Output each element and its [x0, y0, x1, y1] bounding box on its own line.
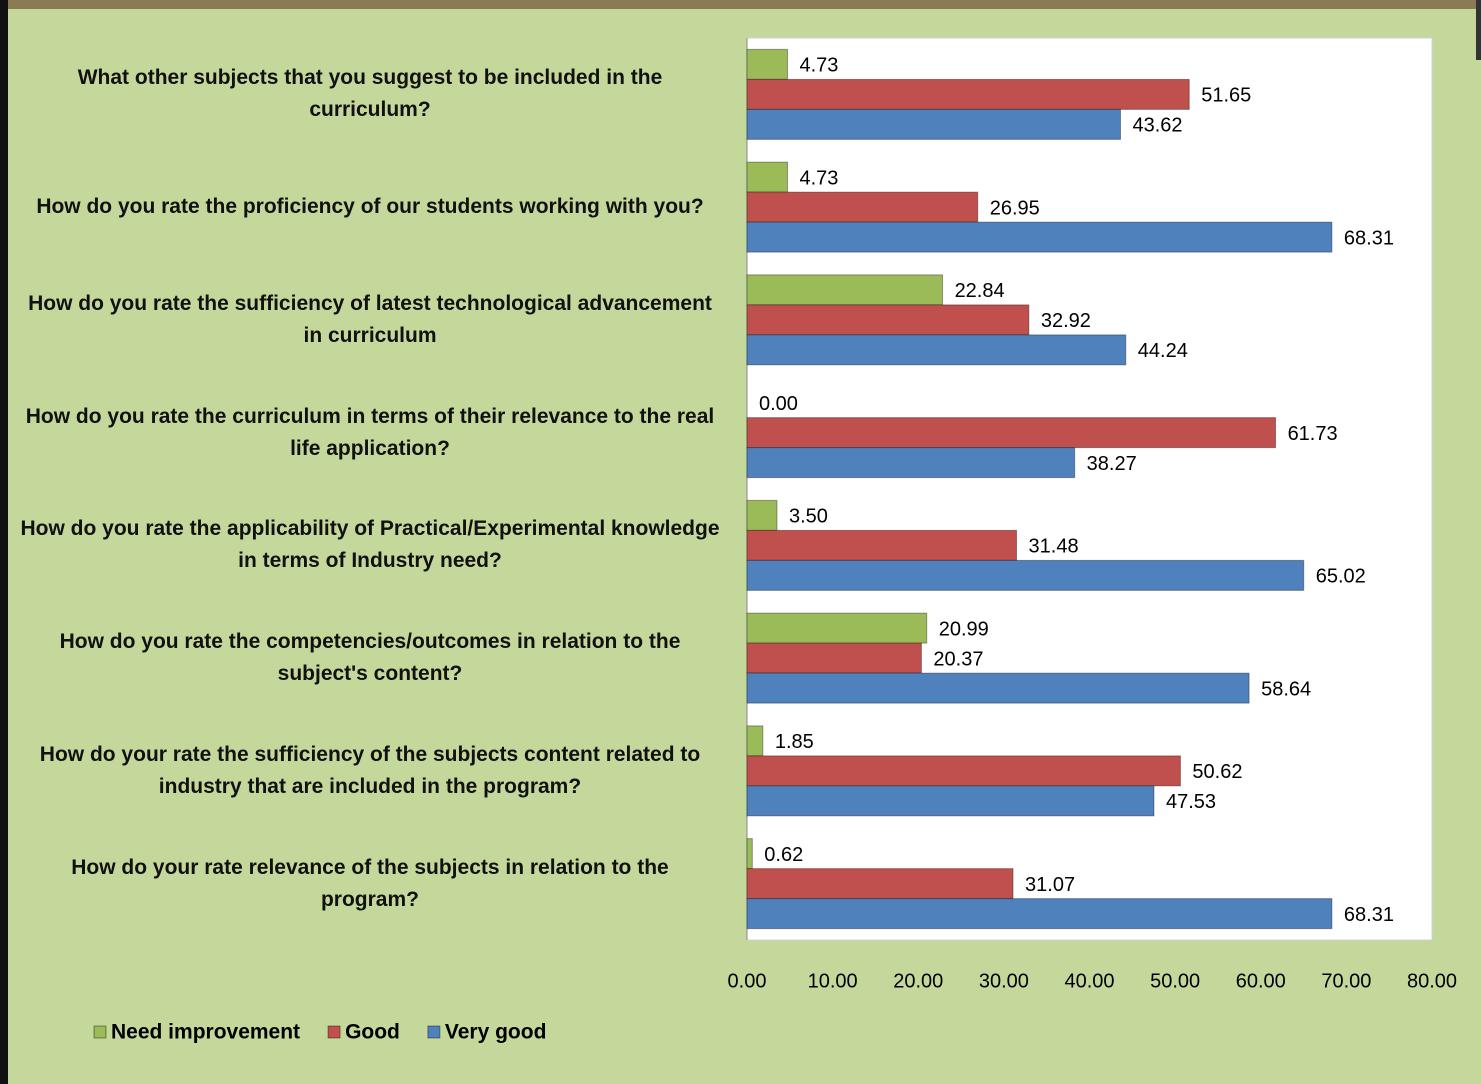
x-tick-label: 80.00 [1407, 970, 1457, 992]
bar [746, 161, 789, 193]
data-label: 68.31 [1344, 904, 1394, 926]
data-label: 50.62 [1192, 761, 1242, 783]
bar [746, 417, 1277, 449]
category-label: How do you rate the competencies/outcome… [59, 630, 681, 686]
data-label: 4.73 [800, 167, 839, 189]
x-tick-label: 60.00 [1236, 970, 1286, 992]
data-label: 26.95 [990, 197, 1040, 219]
category-label: How do you rate the proficiency of our s… [36, 195, 704, 219]
bar [746, 642, 922, 674]
bar [746, 612, 928, 644]
data-label: 47.53 [1166, 791, 1216, 813]
category-label: How do you rate the curriculum in terms … [25, 404, 715, 460]
x-tick-label: 50.00 [1150, 970, 1200, 992]
category-label: What other subjects that you suggest to … [77, 66, 663, 122]
legend-swatch [93, 1025, 107, 1039]
data-label: 44.24 [1138, 340, 1188, 362]
bar [746, 755, 1181, 787]
x-tick-label: 20.00 [893, 970, 943, 992]
data-label: 0.00 [759, 393, 798, 415]
bar [746, 838, 753, 870]
legend-label: Need improvement [111, 1021, 300, 1044]
data-label: 32.92 [1041, 310, 1091, 332]
bar [746, 221, 1333, 253]
bar [746, 304, 1030, 336]
bar [746, 334, 1127, 366]
data-label: 61.73 [1288, 423, 1338, 445]
data-label: 58.64 [1261, 678, 1311, 700]
right-border [1476, 0, 1481, 60]
category-label: How do your rate relevance of the subjec… [71, 855, 669, 911]
bar [746, 499, 778, 531]
legend-label: Good [345, 1021, 400, 1044]
x-tick-label: 30.00 [979, 970, 1029, 992]
x-tick-label: 70.00 [1321, 970, 1371, 992]
bar [746, 108, 1121, 140]
bar [746, 529, 1018, 561]
bar [746, 48, 789, 80]
bar [746, 898, 1333, 930]
bar [746, 447, 1076, 479]
bar [746, 672, 1250, 704]
bar [746, 725, 764, 757]
category-label: How do you rate the applicability of Pra… [20, 517, 720, 573]
data-label: 43.62 [1132, 115, 1182, 137]
legend-label: Very good [445, 1021, 547, 1044]
x-tick-label: 0.00 [728, 970, 767, 992]
data-label: 4.73 [800, 55, 839, 77]
data-label: 3.50 [789, 506, 828, 528]
data-label: 38.27 [1087, 453, 1137, 475]
data-label: 68.31 [1344, 227, 1394, 249]
data-label: 20.37 [933, 648, 983, 670]
category-label: How do your rate the sufficiency of the … [39, 742, 701, 798]
data-label: 31.48 [1029, 536, 1079, 558]
bar [746, 868, 1014, 900]
bar [746, 191, 979, 223]
data-label: 31.07 [1025, 874, 1075, 896]
legend-swatch [327, 1025, 341, 1039]
bar [746, 78, 1190, 110]
data-label: 20.99 [939, 618, 989, 640]
bar [746, 274, 944, 306]
category-label: How do you rate the sufficiency of lates… [28, 291, 712, 347]
data-label: 22.84 [955, 280, 1005, 302]
top-border [0, 0, 1481, 9]
bar [746, 559, 1305, 591]
data-label: 51.65 [1201, 85, 1251, 107]
bar [746, 785, 1155, 817]
legend-swatch [427, 1025, 441, 1039]
x-tick-label: 40.00 [1064, 970, 1114, 992]
data-label: 1.85 [775, 731, 814, 753]
data-label: 0.62 [764, 844, 803, 866]
x-tick-label: 10.00 [808, 970, 858, 992]
left-border [0, 0, 8, 1084]
data-label: 65.02 [1316, 566, 1366, 588]
